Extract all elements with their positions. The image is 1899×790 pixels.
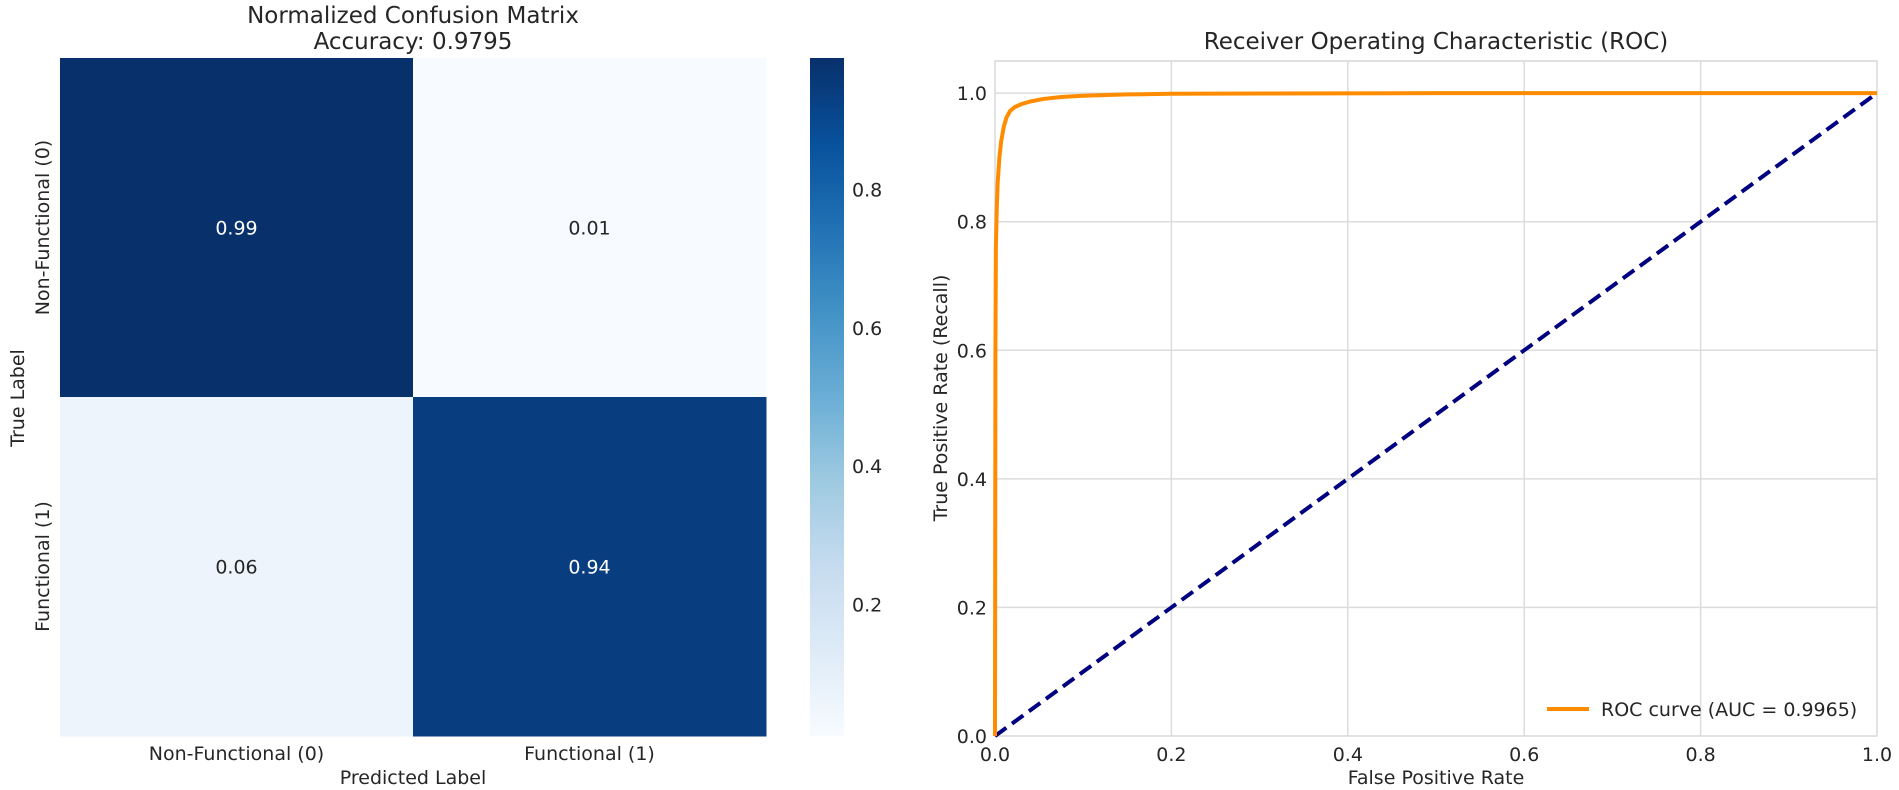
roc-xtick-label: 0.6 [1509, 744, 1539, 766]
cm-ylabel: True Label [7, 349, 29, 448]
roc-ylabel: True Positive Rate (Recall) [930, 275, 952, 523]
roc-ytick-label: 0.8 [957, 212, 987, 234]
roc-ytick-label: 1.0 [957, 83, 987, 105]
roc-ytick-label: 0.6 [957, 340, 987, 362]
roc-lines [993, 91, 1879, 738]
roc-title: Receiver Operating Characteristic (ROC) [1204, 29, 1669, 55]
roc-curve [993, 91, 1877, 737]
roc-xtick-label: 0.0 [980, 744, 1010, 766]
cm-colorbar-tick-label: 0.2 [852, 595, 882, 617]
cm-cell [413, 58, 767, 398]
cm-cell [60, 58, 414, 398]
cm-colorbar-ticks: 0.2 0.4 0.6 0.8 [852, 179, 882, 616]
roc-xtick-label: 0.4 [1333, 744, 1363, 766]
cm-cell [60, 397, 414, 737]
cm-tick-labels: Non-Functional (0) Functional (1) Non-Func… [32, 140, 655, 765]
confusion-matrix-panel: Normalized Confusion Matrix Accuracy: 0.… [7, 3, 882, 789]
cm-cell [413, 397, 767, 737]
cm-colorbar-tick-label: 0.6 [852, 318, 882, 340]
cm-ytick-label: Functional (1) [32, 501, 54, 632]
cm-title: Normalized Confusion Matrix [247, 3, 579, 29]
roc-xlabel: False Positive Rate [1348, 767, 1525, 789]
cm-xlabel: Predicted Label [340, 767, 487, 789]
cm-colorbar-tick-label: 0.4 [852, 456, 882, 478]
cm-subtitle: Accuracy: 0.9795 [314, 29, 513, 55]
cm-cell-label: 0.99 [215, 218, 257, 240]
cm-cell-label: 0.06 [215, 557, 257, 579]
cm-colorbar [810, 58, 844, 736]
cm-ytick-label: Non-Functional (0) [32, 140, 54, 315]
roc-xtick-label: 0.8 [1685, 744, 1715, 766]
roc-plot-area [994, 60, 1878, 737]
cm-cell-label: 0.01 [568, 218, 610, 240]
cm-xtick-label: Non-Functional (0) [149, 743, 324, 765]
random-baseline [993, 91, 1879, 738]
cm-cell-label: 0.94 [568, 557, 610, 579]
legend-label: ROC curve (AUC = 0.9965) [1601, 699, 1857, 721]
cm-colorbar-tick-label: 0.8 [852, 179, 882, 201]
roc-ytick-label: 0.2 [957, 597, 987, 619]
roc-tick-labels: 0.0 0.2 0.4 0.6 0.8 1.0 0.0 0.2 0.4 0.6 0.8 1.0 [957, 83, 1892, 766]
cm-xtick-label: Functional (1) [524, 743, 655, 765]
cm-cells: 0.99 0.01 0.06 0.94 [60, 58, 767, 737]
roc-legend: ROC curve (AUC = 0.9965) [1547, 699, 1857, 721]
roc-panel: Receiver Operating Characteristic (ROC) … [930, 29, 1892, 789]
roc-xtick-label: 1.0 [1862, 744, 1892, 766]
roc-ytick-label: 0.0 [957, 726, 987, 748]
roc-ytick-label: 0.4 [957, 469, 987, 491]
roc-xtick-label: 0.2 [1156, 744, 1186, 766]
